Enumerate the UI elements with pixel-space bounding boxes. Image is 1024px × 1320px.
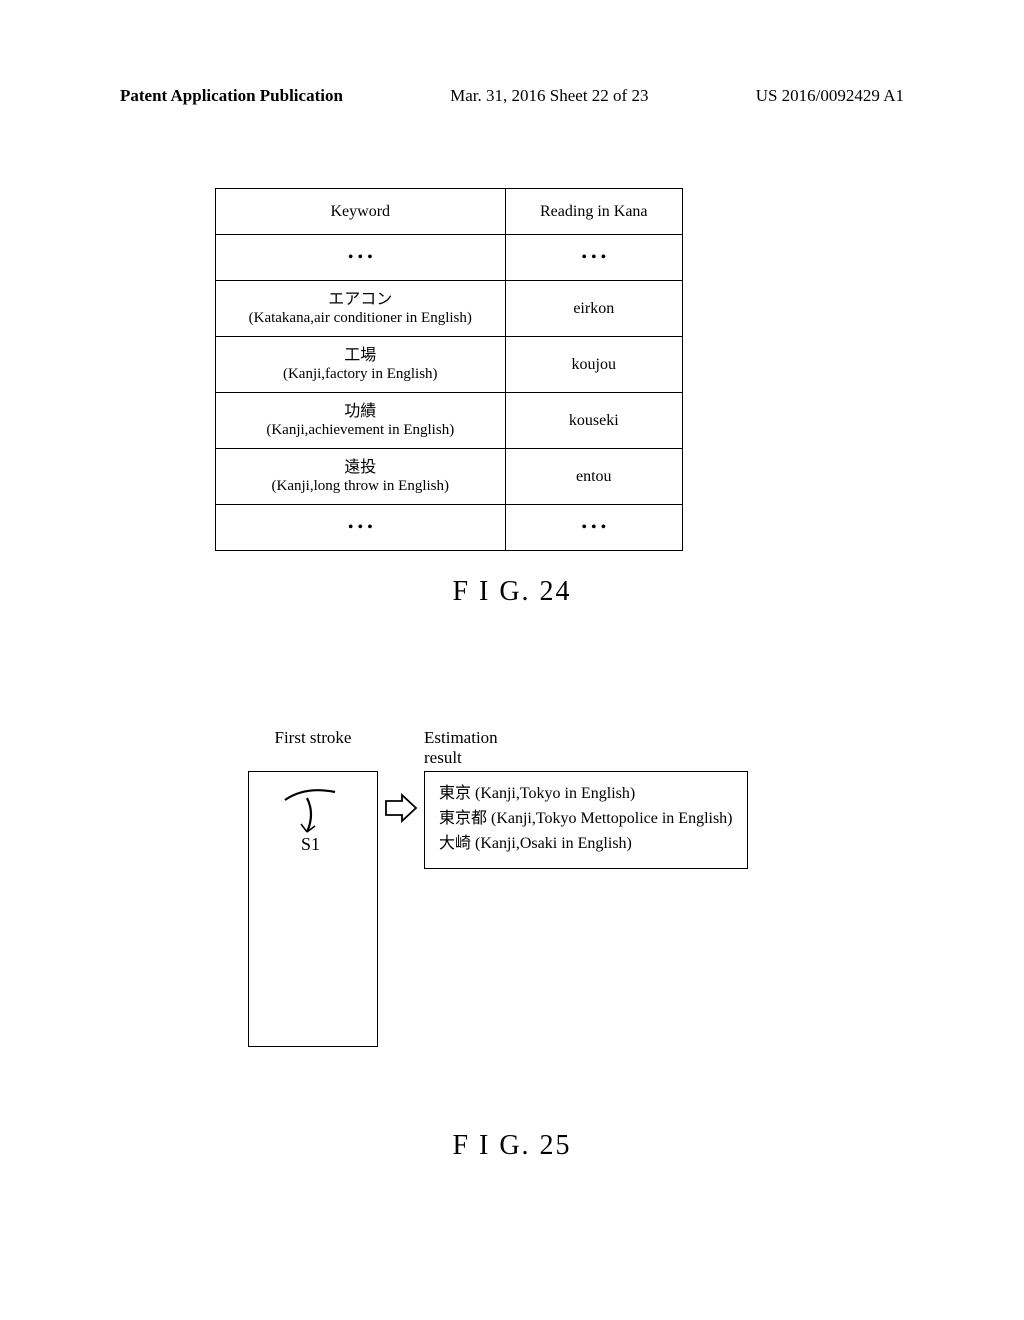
cell-reading: koujou (505, 337, 682, 393)
cell-reading: • • • (505, 505, 682, 551)
table-row: • • • • • • (216, 235, 683, 281)
label-first-stroke: First stroke (248, 728, 378, 767)
table-row: 遠投 (Kanji,long throw in English) entou (216, 449, 683, 505)
keyword-sub: (Katakana,air conditioner in English) (220, 309, 501, 327)
cell-keyword: 功績 (Kanji,achievement in English) (216, 393, 506, 449)
result-item: 東京 (Kanji,Tokyo in English) (439, 782, 733, 807)
keyword-main: 遠投 (220, 458, 501, 477)
col-reading: Reading in Kana (505, 189, 682, 235)
col-keyword: Keyword (216, 189, 506, 235)
label-est-line1: Estimation (424, 728, 498, 747)
fig24-table: Keyword Reading in Kana • • • • • • エアコン… (215, 188, 683, 551)
cell-keyword: • • • (216, 505, 506, 551)
table-row: エアコン (Katakana,air conditioner in Englis… (216, 281, 683, 337)
stroke-input-box: S1 (248, 771, 378, 1047)
keyword-main: エアコン (220, 290, 501, 309)
stroke-label: S1 (301, 834, 320, 855)
result-item: 東京都 (Kanji,Tokyo Mettopolice in English) (439, 807, 733, 832)
cell-keyword: エアコン (Katakana,air conditioner in Englis… (216, 281, 506, 337)
label-estimation: Estimation result (424, 728, 498, 767)
estimation-result-box: 東京 (Kanji,Tokyo in English) 東京都 (Kanji,T… (424, 771, 748, 869)
label-est-line2: result (424, 748, 462, 767)
cell-keyword: 遠投 (Kanji,long throw in English) (216, 449, 506, 505)
fig25-caption: F I G. 25 (0, 1130, 1024, 1162)
keyword-sub: (Kanji,achievement in English) (220, 421, 501, 439)
cell-keyword: • • • (216, 235, 506, 281)
fig25-diagram: First stroke Estimation result S1 東京 (Ka… (248, 728, 808, 1047)
keyword-sub: (Kanji,factory in English) (220, 365, 501, 383)
header-left: Patent Application Publication (120, 86, 343, 106)
header-center: Mar. 31, 2016 Sheet 22 of 23 (450, 86, 648, 106)
cell-reading: • • • (505, 235, 682, 281)
page-header: Patent Application Publication Mar. 31, … (0, 86, 1024, 106)
fig25-labels: First stroke Estimation result (248, 728, 808, 767)
keyword-main: 工場 (220, 346, 501, 365)
table-row: 工場 (Kanji,factory in English) koujou (216, 337, 683, 393)
arrow-icon (384, 793, 418, 823)
fig24-caption: F I G. 24 (0, 576, 1024, 608)
cell-keyword: 工場 (Kanji,factory in English) (216, 337, 506, 393)
cell-reading: eirkon (505, 281, 682, 337)
table-row: 功績 (Kanji,achievement in English) kousek… (216, 393, 683, 449)
keyword-sub: (Kanji,long throw in English) (220, 477, 501, 495)
header-right: US 2016/0092429 A1 (756, 86, 904, 106)
table-row: • • • • • • (216, 505, 683, 551)
cell-reading: kouseki (505, 393, 682, 449)
stroke-glyph (277, 780, 349, 840)
cell-reading: entou (505, 449, 682, 505)
result-item: 大崎 (Kanji,Osaki in English) (439, 832, 733, 857)
keyword-main: 功績 (220, 402, 501, 421)
fig24-header-row: Keyword Reading in Kana (216, 189, 683, 235)
